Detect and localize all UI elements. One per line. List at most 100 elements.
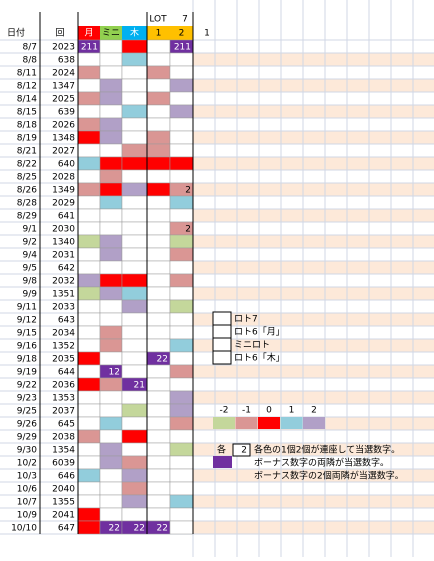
scale-label: -1 <box>242 406 251 416</box>
cell <box>146 182 171 197</box>
cell <box>146 416 171 431</box>
date: 9/29 <box>17 433 37 443</box>
cell <box>99 195 123 210</box>
header-label: ミニ <box>102 29 120 39</box>
date: 9/15 <box>17 329 37 339</box>
cell <box>121 338 148 353</box>
header-seven: 7 <box>182 15 188 25</box>
cell <box>146 39 171 54</box>
cell <box>99 442 123 457</box>
note-text: 各色の1個2個が連座して当選数字。 <box>254 444 400 456</box>
draw-no: 2025 <box>52 95 75 105</box>
cell <box>146 507 171 522</box>
row-stripe <box>193 79 434 92</box>
draw-no: 2032 <box>52 277 75 287</box>
cell <box>99 117 123 132</box>
row-stripe <box>193 261 434 274</box>
cell <box>99 403 123 418</box>
cell <box>99 468 123 483</box>
cell <box>146 325 171 340</box>
cell <box>169 117 194 132</box>
cell <box>99 351 123 366</box>
cell <box>121 364 148 379</box>
cell <box>169 91 194 106</box>
draw-no: 2035 <box>52 355 75 365</box>
cell <box>169 312 194 327</box>
legend-label: ロト6「月」 <box>234 327 285 338</box>
cell <box>121 169 148 184</box>
date: 9/23 <box>17 394 37 404</box>
cell <box>99 377 123 392</box>
row-stripe <box>193 157 434 170</box>
date: 9/8 <box>23 277 38 287</box>
date: 8/14 <box>17 95 37 105</box>
cell <box>77 52 101 67</box>
cell <box>146 260 171 275</box>
cell <box>169 338 194 353</box>
date: 8/28 <box>17 199 37 209</box>
legend-box <box>212 350 232 365</box>
row-stripe <box>193 469 434 482</box>
header-no: 回 <box>55 28 64 39</box>
cell <box>121 403 148 418</box>
cell <box>146 390 171 405</box>
cell-label: 21 <box>134 381 145 391</box>
cell <box>77 468 101 483</box>
cell <box>169 468 194 483</box>
scale-swatch <box>213 417 235 429</box>
date: 9/22 <box>17 381 37 391</box>
date: 9/16 <box>17 342 37 352</box>
date: 10/7 <box>17 498 37 508</box>
date: 8/22 <box>17 160 37 170</box>
cell <box>121 78 148 93</box>
draw-no: 1348 <box>52 134 75 144</box>
row-stripe <box>193 209 434 222</box>
date: 8/15 <box>17 108 37 118</box>
cell <box>99 312 123 327</box>
cell <box>77 481 101 496</box>
cell <box>169 455 194 470</box>
draw-no: 1340 <box>52 238 75 248</box>
date: 10/3 <box>17 472 37 482</box>
date: 8/21 <box>17 147 37 157</box>
header-cell <box>170 26 193 40</box>
date: 9/4 <box>23 251 38 261</box>
scale-swatch <box>280 417 303 429</box>
cell <box>99 234 123 249</box>
draw-no: 2041 <box>52 511 75 521</box>
cell <box>77 507 101 522</box>
row-stripe <box>193 521 434 534</box>
date: 8/26 <box>17 186 37 196</box>
note-box-label: 2 <box>241 446 247 456</box>
draw-no: 1352 <box>52 342 75 352</box>
cell <box>121 91 148 106</box>
cell <box>77 247 101 262</box>
cell <box>146 273 171 288</box>
cell <box>146 494 171 509</box>
cell <box>146 429 171 444</box>
cell <box>121 143 148 158</box>
header-label: 1 <box>156 29 162 39</box>
cell <box>146 117 171 132</box>
cell <box>169 169 194 184</box>
cell <box>99 260 123 275</box>
date: 9/2 <box>23 238 37 248</box>
cell <box>77 442 101 457</box>
cell <box>121 195 148 210</box>
cell <box>169 442 194 457</box>
note-text: ボーナス数字の2個両隣が当選数字。 <box>254 470 404 482</box>
cell <box>99 390 123 405</box>
date: 10/10 <box>11 524 37 534</box>
cell <box>146 78 171 93</box>
header-cell <box>78 26 100 40</box>
cell-label: 211 <box>174 43 191 53</box>
scale-swatch <box>303 417 325 429</box>
legend-label: ロト7 <box>234 315 258 325</box>
cell <box>169 156 194 171</box>
cell <box>77 221 101 236</box>
legend-box <box>212 311 232 326</box>
draw-no: 642 <box>58 264 75 274</box>
cell <box>146 169 171 184</box>
